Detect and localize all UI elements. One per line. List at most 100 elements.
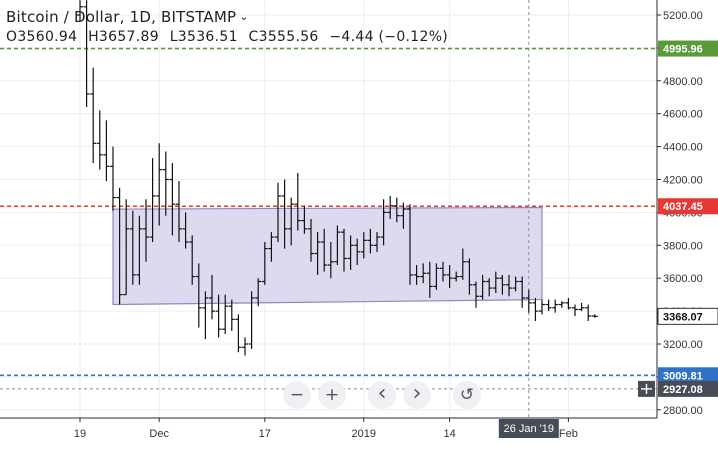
scroll-right-button[interactable]: ›	[403, 381, 431, 409]
close-value: C3555.56	[248, 29, 319, 45]
time-tick-label: Dec	[149, 428, 169, 440]
ohlc-bar	[360, 232, 367, 259]
ohlc-bar	[393, 197, 400, 223]
ohlc-bar	[195, 263, 202, 328]
ohlc-bar	[506, 274, 512, 297]
zoom-in-button[interactable]: +	[318, 381, 346, 409]
symbol-title-text[interactable]: Bitcoin / Dollar, 1D, BITSTAMP	[6, 8, 237, 26]
ohlc-bar	[268, 232, 275, 262]
crosshair-plus-icon	[638, 380, 655, 397]
ohlc-bar	[459, 248, 466, 280]
price-tick-label: 4600.00	[663, 109, 703, 121]
ohlc-bar	[578, 302, 585, 312]
ohlc-bar	[446, 265, 453, 289]
time-tick-label: 14	[443, 428, 455, 440]
time-tick-label: Feb	[559, 428, 578, 440]
price-tick-label: 3600.00	[663, 273, 703, 285]
ohlc-bar	[110, 146, 116, 211]
ohlc-bar	[176, 181, 182, 243]
price-tick-label: 5200.00	[663, 10, 703, 22]
ohlc-bar	[525, 289, 532, 313]
open-value: O3560.94	[6, 29, 78, 45]
zoom-out-button[interactable]: −	[283, 381, 311, 409]
ohlc-bar	[255, 278, 262, 307]
ohlc-bar	[545, 299, 552, 312]
time-axis[interactable]: 19 Dec 17 2019 14 Feb 26 Jan '19	[0, 417, 657, 449]
ohlc-bar	[116, 187, 123, 305]
price-label-green: 4995.96	[663, 44, 703, 56]
ohlc-bar	[539, 299, 545, 315]
ohlc-bar	[235, 314, 242, 353]
ohlc-bar	[77, 0, 83, 22]
ohlc-bar	[591, 314, 598, 318]
horizontal-levels[interactable]	[0, 0, 657, 418]
time-tick-label: 19	[74, 428, 86, 440]
ohlc-bar	[162, 151, 169, 216]
price-tick-label: 3200.00	[663, 339, 703, 351]
ohlc-bar	[156, 143, 163, 226]
ohlc-bar	[374, 232, 380, 252]
price-label-crosshair: 2927.08	[663, 384, 703, 396]
ohlc-bar	[479, 274, 486, 300]
ohlc-bar	[387, 195, 394, 219]
price-labels: 4995.96 4037.45 3368.07 3009.81 2927.08	[638, 40, 718, 397]
ohlc-bar	[281, 179, 288, 249]
price-label-bg-current	[657, 307, 718, 325]
ohlc-bar	[440, 261, 446, 282]
ohlc-bar	[499, 274, 506, 295]
ohlc-bar	[90, 67, 97, 164]
rectangle-drawing[interactable]	[112, 206, 543, 306]
ohlc-bar	[552, 299, 559, 313]
ohlc-bar	[532, 297, 539, 321]
ohlc-bar	[182, 212, 189, 249]
ohlc-bar	[248, 291, 255, 349]
ohlc-bar	[413, 265, 420, 285]
ohlc-bar	[261, 242, 268, 285]
ohlc-bar	[380, 199, 387, 246]
ohlc-bar	[275, 182, 281, 243]
ohlc-bar	[222, 294, 229, 335]
ohlc-bar	[294, 172, 301, 231]
price-tick-label: 4800.00	[663, 76, 703, 88]
time-tick-label: 2019	[352, 428, 376, 440]
ohlc-bar	[558, 301, 565, 308]
ohlc-bar	[123, 199, 130, 296]
ohlc-bar	[83, 0, 90, 108]
ohlc-bar	[215, 294, 222, 338]
ohlc-bar	[242, 337, 248, 356]
reset-chart-button[interactable]: ↺	[453, 381, 481, 409]
price-tick-label: 4400.00	[663, 142, 703, 154]
ohlc-values: O3560.94 H3657.89 L3536.51 C3555.56 −4.4…	[6, 29, 454, 45]
crosshair-time-label-bg	[498, 419, 559, 438]
chevron-down-icon[interactable]: ⌄	[239, 10, 249, 23]
ohlc-bar	[96, 110, 103, 170]
ohlc-bar	[486, 278, 493, 297]
ohlc-bar	[492, 271, 499, 294]
ohlc-bar	[202, 291, 209, 340]
ohlc-bar	[288, 197, 295, 246]
low-value: L3536.51	[169, 29, 238, 45]
ohlc-bar	[228, 299, 235, 331]
crosshair-time-label: 26 Jan '19	[504, 423, 554, 435]
ohlc-bar	[103, 120, 110, 182]
ohlc-bar	[129, 210, 136, 285]
price-label-bg-crosshair	[658, 380, 718, 397]
ohlc-bar	[565, 297, 572, 310]
ohlc-bar	[473, 281, 479, 308]
high-value: H3657.89	[88, 29, 159, 45]
ohlc-bar	[327, 242, 334, 279]
ohlc-bar	[512, 276, 519, 292]
ohlc-bar	[400, 202, 407, 229]
symbol-title[interactable]: Bitcoin / Dollar, 1D, BITSTAMP ⌄	[6, 8, 454, 26]
price-label-blue: 3009.81	[663, 370, 703, 382]
ohlc-bar	[433, 263, 440, 290]
price-tick-label: 2800.00	[663, 405, 703, 417]
scroll-left-button[interactable]: ‹	[368, 381, 396, 409]
price-label-bg-red	[658, 198, 718, 215]
ohlc-bar	[453, 271, 460, 282]
change-value: −4.44 (−0.12%)	[329, 29, 449, 45]
ohlc-bars	[77, 0, 598, 356]
price-label-bg-green	[658, 40, 718, 57]
chart-legend: Bitcoin / Dollar, 1D, BITSTAMP ⌄ O3560.94…	[6, 8, 454, 45]
